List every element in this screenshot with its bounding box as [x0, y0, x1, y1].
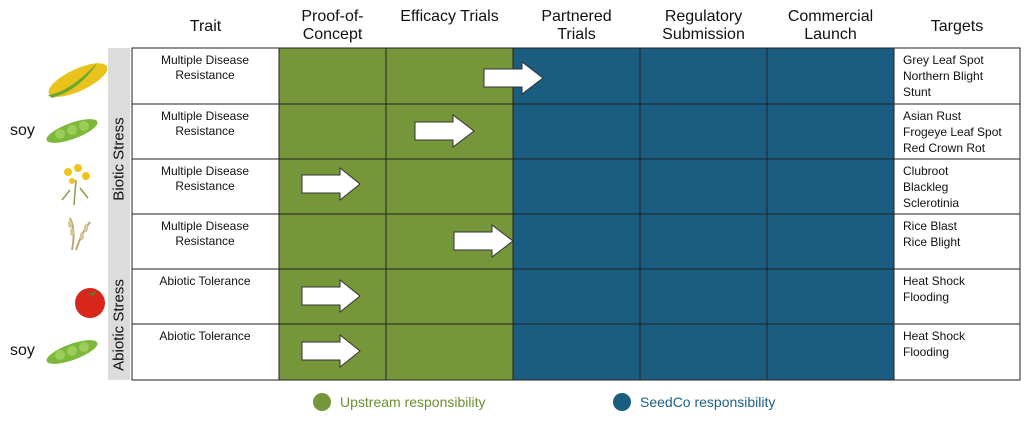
target: Heat Shock — [903, 274, 966, 288]
target: Stunt — [903, 85, 932, 99]
legend-label: SeedCo responsibility — [640, 394, 776, 410]
column-header: Proof-of-Concept — [301, 8, 364, 43]
column-header: Regulatory Submission — [662, 8, 745, 43]
column-header: Efficacy Trials — [400, 8, 499, 25]
trait: Abiotic Tolerance — [159, 329, 251, 343]
group-label: Biotic Stress — [110, 116, 127, 201]
crop-label: soy — [10, 342, 35, 359]
group-label: Abiotic Stress — [110, 278, 127, 371]
target: Frogeye Leaf Spot — [903, 125, 1002, 139]
trait: Multiple Disease Resistance — [160, 109, 250, 138]
target: Rice Blight — [903, 235, 961, 249]
progress-arrows — [301, 60, 544, 369]
legend-label: Upstream responsibility — [340, 394, 486, 410]
trait: Abiotic Tolerance — [159, 274, 251, 288]
target: Flooding — [903, 345, 950, 359]
column-header: Partnered Trials — [541, 8, 612, 43]
target: Rice Blast — [903, 219, 958, 233]
target: Sclerotinia — [903, 196, 960, 210]
target: Heat Shock — [903, 329, 966, 343]
legend-swatch — [313, 393, 331, 411]
target: Flooding — [903, 290, 950, 304]
crop-icons — [46, 62, 108, 364]
trait: Multiple Disease Resistance — [160, 219, 250, 248]
trait: Multiple Disease Resistance — [160, 164, 250, 193]
target: Asian Rust — [903, 109, 962, 123]
group-band — [108, 48, 130, 380]
target: Northern Blight — [903, 69, 984, 83]
target: Grey Leaf Spot — [903, 53, 984, 67]
target: Red Crown Rot — [903, 141, 986, 155]
target: Clubroot — [903, 164, 949, 178]
column-header: Commercial Launch — [787, 8, 874, 43]
trait: Multiple Disease Resistance — [160, 53, 250, 82]
crop-label: soy — [10, 122, 35, 139]
column-header: Targets — [930, 18, 984, 35]
legend-swatch — [613, 393, 631, 411]
column-header: Trait — [189, 18, 222, 35]
grid — [131, 47, 1021, 381]
target: Blackleg — [903, 180, 949, 194]
